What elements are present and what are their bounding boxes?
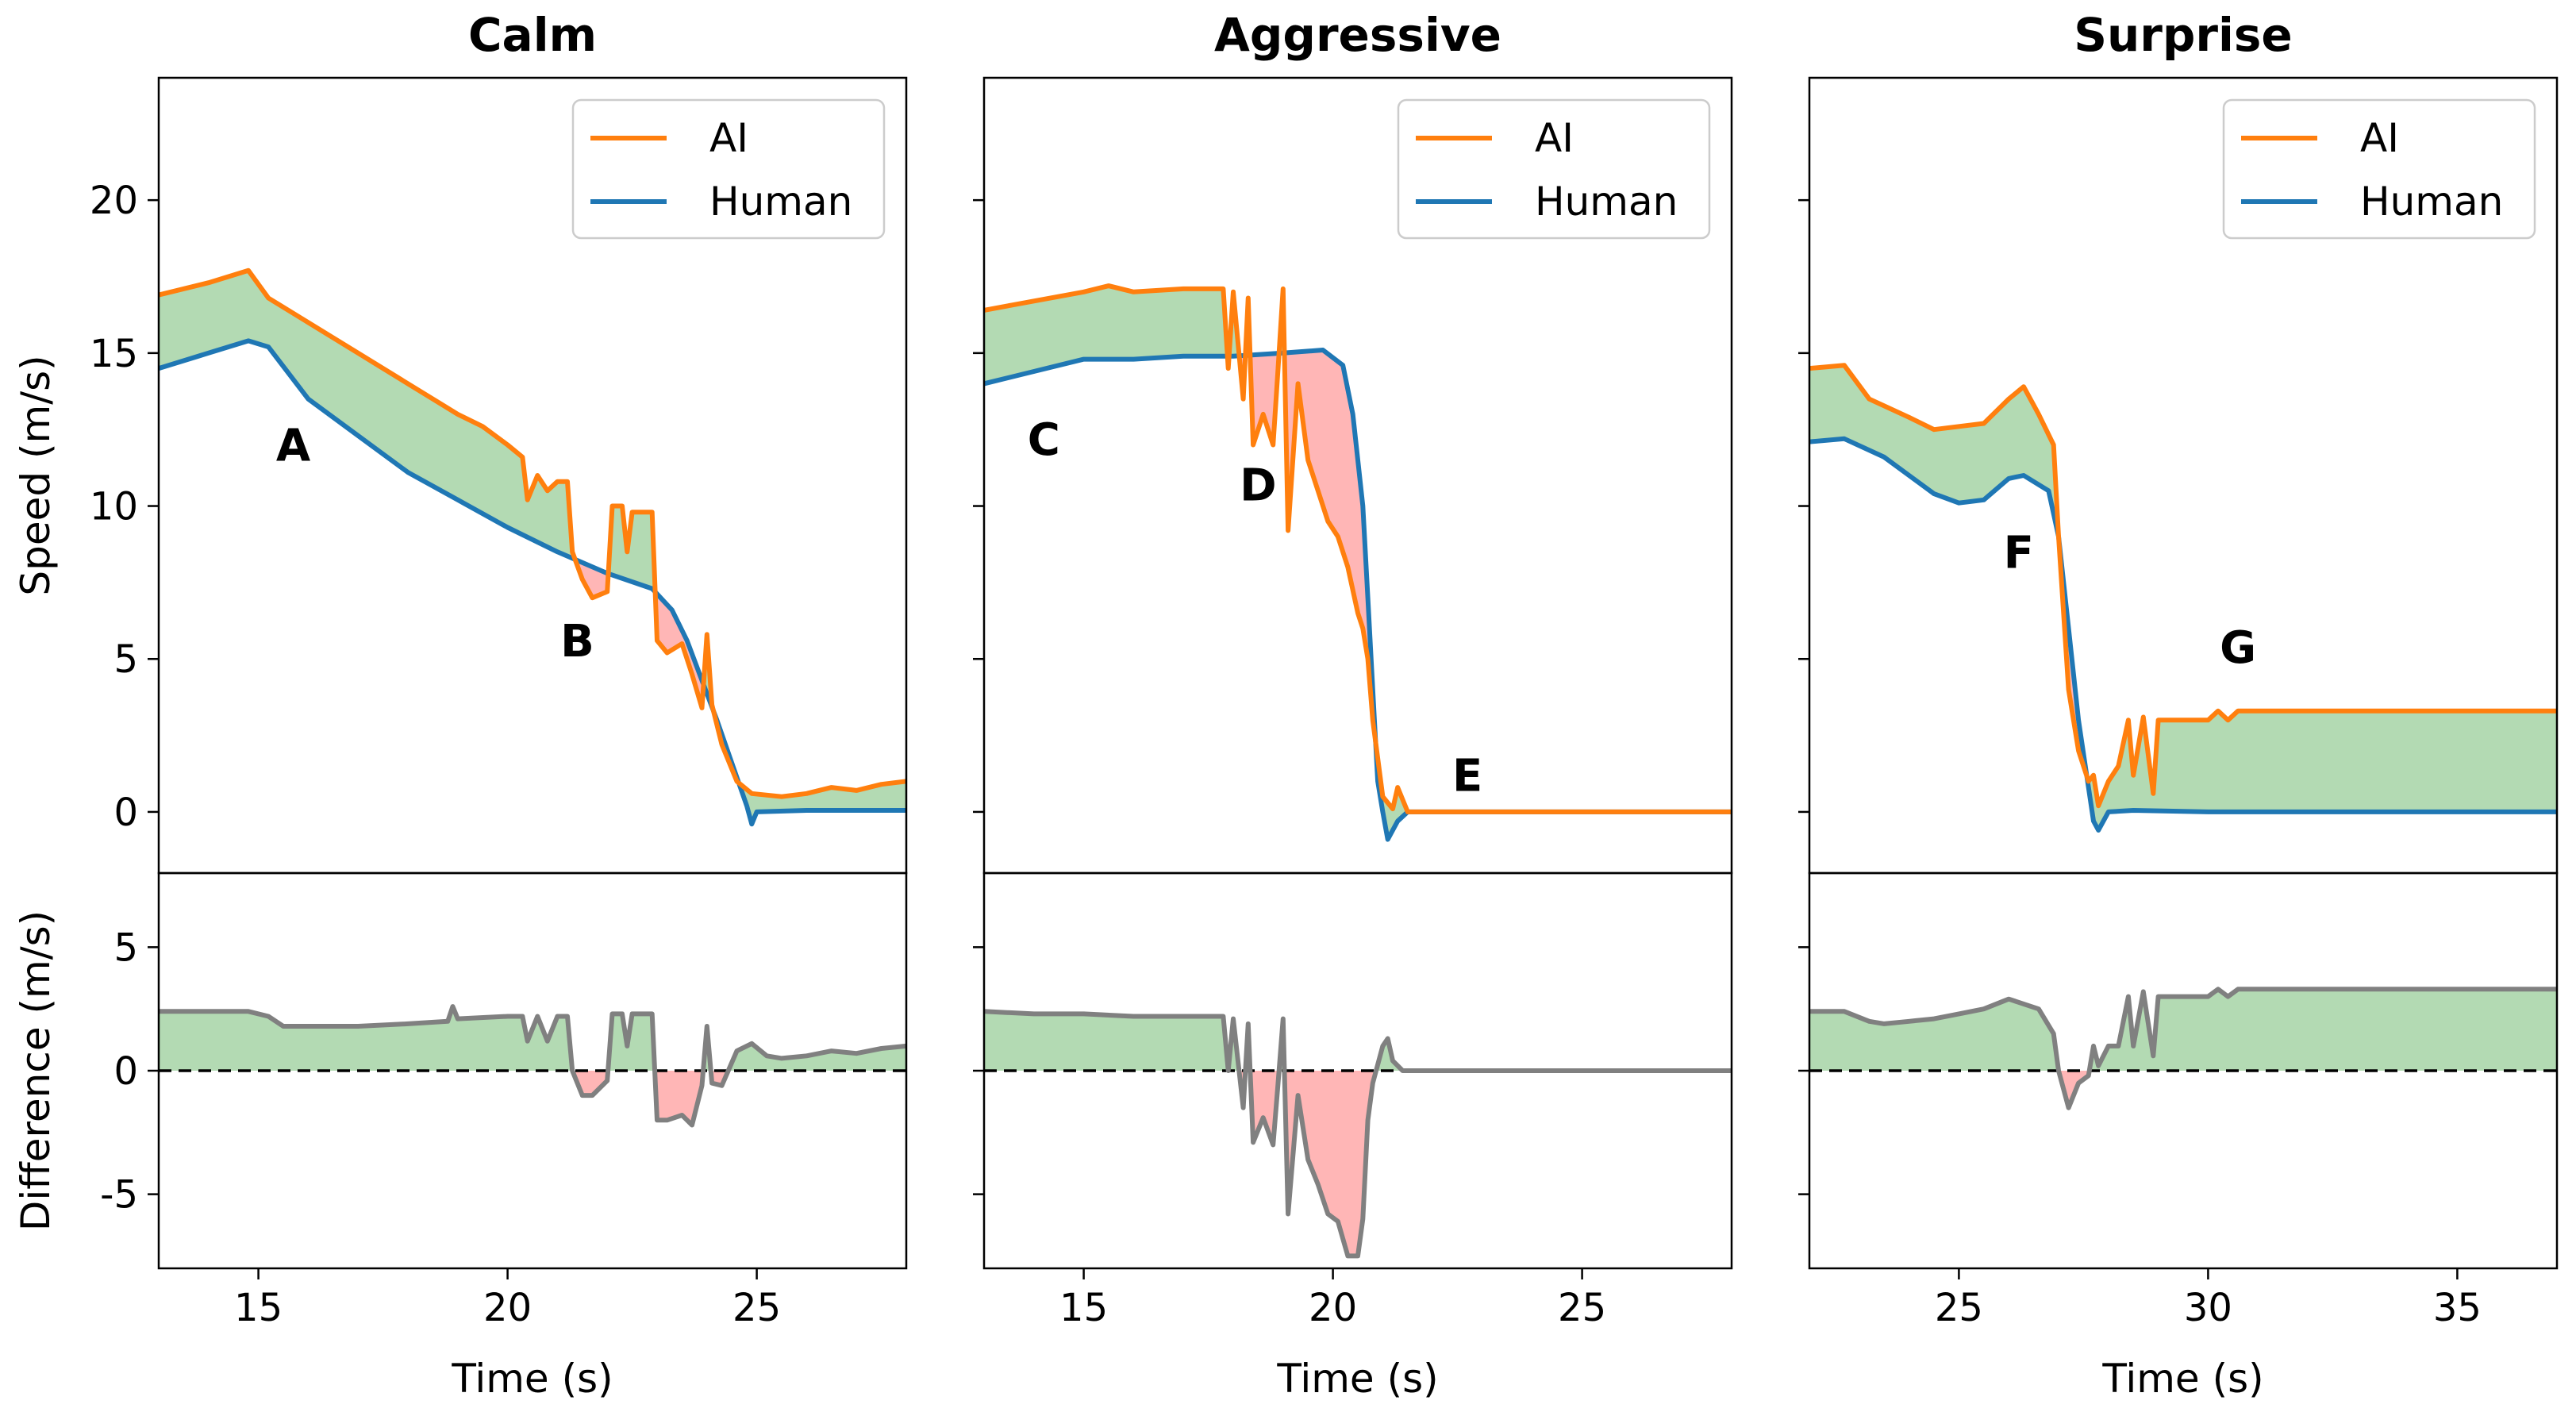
- speed-y-tick-label: 20: [90, 179, 138, 223]
- difference-positive-fill: [1376, 1038, 1732, 1071]
- panel-title: Surprise: [2074, 8, 2293, 62]
- panel-title: Calm: [468, 8, 597, 62]
- legend-label-ai: AI: [2360, 115, 2399, 161]
- annotation-a: A: [276, 420, 311, 471]
- legend-label-human: Human: [2360, 179, 2503, 225]
- annotation-b: B: [560, 616, 594, 668]
- legend-label-human: Human: [1535, 179, 1678, 225]
- speed-y-axis-label: Speed (m/s): [13, 355, 59, 595]
- difference-positive-fill: [984, 1011, 1240, 1071]
- legend: AI Human: [571, 98, 886, 240]
- legend-label-ai: AI: [1535, 115, 1574, 161]
- annotation-f: F: [2004, 527, 2034, 579]
- x-axis-label: Time (s): [451, 1356, 613, 1402]
- speed-y-tick-label: 5: [113, 637, 138, 682]
- x-tick-label: 35: [2433, 1286, 2482, 1330]
- annotation-d: D: [1240, 460, 1276, 512]
- x-tick-label: 20: [1309, 1286, 1357, 1330]
- speed-gap-positive-fill: [984, 286, 1228, 384]
- annotation-c: C: [1028, 414, 1060, 466]
- speed-y-tick-label: 10: [90, 485, 138, 529]
- difference-plot-area: [984, 1009, 1732, 1259]
- series-line-ai: [1809, 363, 2557, 809]
- speed-gap-negative-fill: [1250, 353, 1279, 445]
- speed-gap-positive-fill: [608, 506, 656, 592]
- series-line-human: [1809, 436, 2557, 833]
- difference-positive-fill: [728, 1043, 906, 1071]
- annotation-g: G: [2220, 622, 2256, 674]
- speed-y-tick-label: 15: [90, 332, 138, 376]
- x-tick-label: 30: [2184, 1286, 2232, 1330]
- speed-y-tick-label: 0: [113, 791, 138, 835]
- speed-gap-negative-fill: [655, 591, 704, 708]
- difference-line: [984, 1009, 1732, 1259]
- x-axis-label: Time (s): [1276, 1356, 1438, 1402]
- x-axis-label: Time (s): [2101, 1356, 2263, 1402]
- x-tick-label: 20: [483, 1286, 532, 1330]
- annotation-e: E: [1452, 751, 1482, 802]
- difference-y-axis-label: Difference (m/s): [13, 910, 59, 1231]
- series-line-ai: [159, 267, 906, 799]
- difference-positive-fill: [1809, 998, 2059, 1071]
- x-tick-label: 15: [234, 1286, 283, 1330]
- speed-gap-positive-fill: [739, 781, 906, 825]
- x-tick-label: 15: [1059, 1286, 1108, 1330]
- speed-gap-positive-fill: [1375, 741, 1732, 840]
- panel-aggressive: Aggressive 15 20 25 Time (s) C D E AI Human: [973, 8, 1733, 1402]
- difference-plot-area: [1809, 987, 2557, 1110]
- difference-positive-fill: [2089, 989, 2557, 1071]
- panel-surprise: Surprise 25 30 35 Time (s) F G AI Human: [1798, 8, 2559, 1402]
- panel-calm: Calm 0 5 10 15 20 -5 0 5 15 20 25 Time (s) Speed (m/s…: [13, 8, 908, 1402]
- speed-gap-positive-fill: [1809, 365, 2059, 537]
- difference-negative-fill: [655, 1071, 704, 1125]
- legend: AI Human: [1397, 98, 1711, 240]
- legend-label-human: Human: [709, 179, 852, 225]
- difference-line: [1809, 987, 2557, 1110]
- x-tick-label: 25: [732, 1286, 781, 1330]
- x-tick-label: 25: [1935, 1286, 1983, 1330]
- x-tick-label: 25: [1558, 1286, 1606, 1330]
- speed-gap-positive-fill: [2086, 710, 2557, 830]
- speed-gap-positive-fill: [159, 270, 575, 560]
- panel-title: Aggressive: [1214, 8, 1501, 62]
- speed-plot-area: [1809, 363, 2557, 833]
- difference-y-tick-label: 0: [113, 1049, 138, 1094]
- difference-line: [159, 1004, 906, 1128]
- difference-y-tick-label: -5: [100, 1173, 138, 1218]
- speed-plot-area: [159, 267, 906, 827]
- speed-plot-area: [984, 283, 1732, 842]
- speed-gap-negative-fill: [575, 559, 609, 598]
- difference-y-tick-label: 5: [113, 925, 138, 970]
- difference-negative-fill: [1284, 1071, 1376, 1256]
- legend: AI Human: [2222, 98, 2536, 240]
- series-line-human: [159, 338, 906, 827]
- difference-positive-fill: [159, 1006, 573, 1071]
- difference-plot-area: [159, 1004, 906, 1128]
- legend-label-ai: AI: [709, 115, 748, 161]
- series-line-ai: [984, 283, 1732, 814]
- difference-positive-fill: [608, 1014, 656, 1071]
